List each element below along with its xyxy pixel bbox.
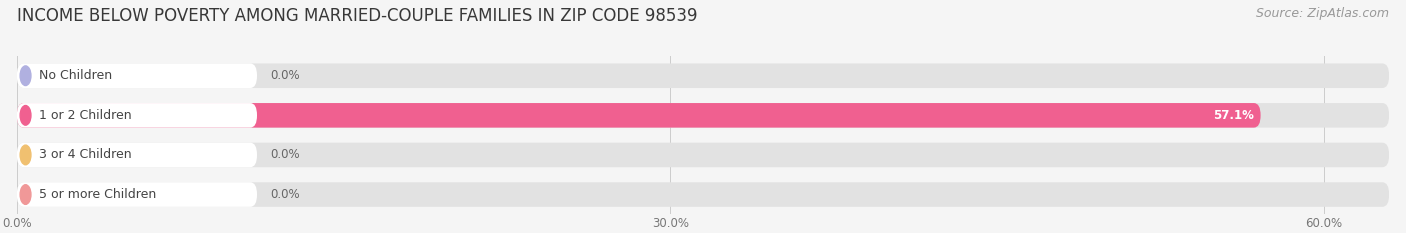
Circle shape — [20, 145, 31, 165]
Circle shape — [20, 66, 31, 86]
Text: 57.1%: 57.1% — [1213, 109, 1254, 122]
Circle shape — [20, 185, 31, 204]
FancyBboxPatch shape — [17, 143, 1389, 167]
FancyBboxPatch shape — [17, 63, 1389, 88]
Text: 3 or 4 Children: 3 or 4 Children — [38, 148, 131, 161]
Text: No Children: No Children — [38, 69, 111, 82]
FancyBboxPatch shape — [17, 63, 257, 88]
FancyBboxPatch shape — [17, 182, 1389, 207]
Circle shape — [20, 106, 31, 125]
Text: 0.0%: 0.0% — [270, 188, 299, 201]
FancyBboxPatch shape — [17, 103, 1261, 128]
FancyBboxPatch shape — [17, 143, 257, 167]
FancyBboxPatch shape — [17, 103, 257, 128]
Text: 1 or 2 Children: 1 or 2 Children — [38, 109, 131, 122]
Text: Source: ZipAtlas.com: Source: ZipAtlas.com — [1256, 7, 1389, 20]
FancyBboxPatch shape — [17, 103, 1389, 128]
Text: 0.0%: 0.0% — [270, 148, 299, 161]
FancyBboxPatch shape — [17, 182, 257, 207]
Text: 0.0%: 0.0% — [270, 69, 299, 82]
Text: 5 or more Children: 5 or more Children — [38, 188, 156, 201]
Text: INCOME BELOW POVERTY AMONG MARRIED-COUPLE FAMILIES IN ZIP CODE 98539: INCOME BELOW POVERTY AMONG MARRIED-COUPL… — [17, 7, 697, 25]
